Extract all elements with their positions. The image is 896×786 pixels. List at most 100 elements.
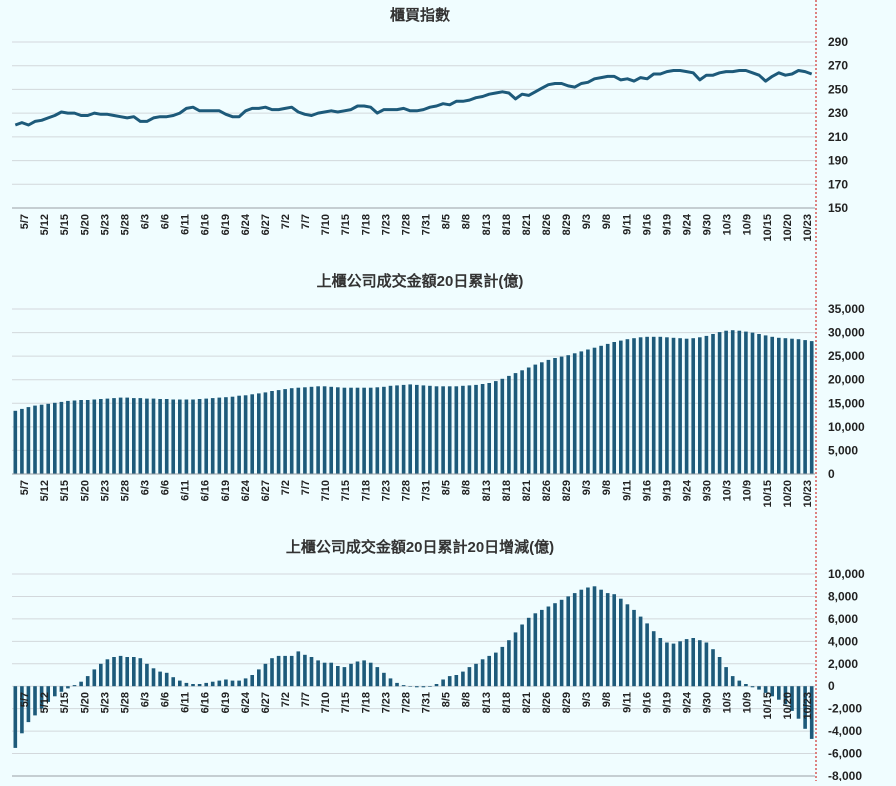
x-tick-label: 5/7 xyxy=(19,692,31,707)
chart-title: 櫃買指數 xyxy=(390,6,450,24)
bar xyxy=(224,680,228,687)
x-tick-label: 6/11 xyxy=(180,214,192,235)
bar xyxy=(369,388,373,474)
bar xyxy=(527,618,531,687)
x-tick-label: 9/19 xyxy=(661,480,673,501)
bar xyxy=(132,657,136,686)
bar xyxy=(665,337,669,474)
bar xyxy=(99,664,103,686)
y-tick-label: 10,000 xyxy=(828,567,865,581)
bar xyxy=(60,402,64,474)
bar xyxy=(323,386,327,474)
bar xyxy=(362,388,366,474)
bar xyxy=(356,388,360,474)
bar xyxy=(79,400,83,474)
x-tick-label: 5/15 xyxy=(59,480,71,501)
bar xyxy=(632,610,636,686)
bar xyxy=(329,663,333,687)
x-tick-label: 5/15 xyxy=(59,214,71,235)
bar xyxy=(527,368,531,475)
x-tick-label: 7/15 xyxy=(340,214,352,235)
bar xyxy=(250,675,254,686)
bar xyxy=(501,647,505,686)
bar xyxy=(270,391,274,474)
bar xyxy=(593,586,597,686)
bar xyxy=(106,399,110,474)
bar xyxy=(66,686,70,688)
bar xyxy=(204,683,208,686)
bar xyxy=(178,400,182,475)
x-tick-label: 5/28 xyxy=(119,692,131,713)
bar xyxy=(349,664,353,686)
x-tick-label: 5/12 xyxy=(39,480,51,501)
x-tick-label: 6/19 xyxy=(220,214,232,235)
bar xyxy=(540,610,544,686)
bar xyxy=(139,658,143,686)
bar xyxy=(645,337,649,474)
bar xyxy=(53,686,57,696)
chart-2: 上櫃公司成交金額20日累計(億)35,00030,00025,00020,000… xyxy=(12,272,865,508)
bar xyxy=(626,339,630,474)
x-tick-label: 6/16 xyxy=(200,692,212,713)
x-tick-label: 6/27 xyxy=(260,692,272,713)
bar xyxy=(343,388,347,474)
y-tick-label: 25,000 xyxy=(828,349,865,363)
bar xyxy=(303,387,307,474)
bar xyxy=(422,686,426,687)
x-tick-label: 6/11 xyxy=(180,480,192,501)
x-tick-label: 6/6 xyxy=(160,214,172,229)
x-tick-label: 7/7 xyxy=(300,214,312,229)
bar xyxy=(99,399,103,474)
bar xyxy=(698,337,702,474)
bar xyxy=(165,399,169,474)
bar xyxy=(20,409,24,474)
bar xyxy=(389,386,393,474)
x-tick-label: 6/16 xyxy=(200,214,212,235)
bar xyxy=(158,672,162,687)
bar xyxy=(79,682,83,687)
x-tick-label: 7/23 xyxy=(380,480,392,501)
bar xyxy=(435,386,439,474)
x-tick-label: 8/5 xyxy=(441,214,453,229)
y-tick-label: 2,000 xyxy=(828,657,858,671)
bar xyxy=(316,386,320,474)
x-tick-label: 6/16 xyxy=(200,480,212,501)
y-tick-label: 0 xyxy=(828,467,835,481)
bar xyxy=(402,685,406,686)
bar xyxy=(645,623,649,686)
bar xyxy=(316,660,320,686)
index-series-line xyxy=(15,71,811,126)
x-tick-label: 8/21 xyxy=(521,692,533,713)
bar xyxy=(303,655,307,686)
y-tick-label: 150 xyxy=(828,201,848,215)
bar xyxy=(751,686,755,687)
x-tick-label: 10/3 xyxy=(722,214,734,235)
bar xyxy=(744,684,748,686)
x-tick-label: 9/30 xyxy=(702,480,714,501)
bar xyxy=(573,593,577,686)
bar xyxy=(244,678,248,686)
x-tick-label: 6/27 xyxy=(260,214,272,235)
bar xyxy=(244,395,248,474)
y-tick-label: 270 xyxy=(828,59,848,73)
bar xyxy=(599,590,603,687)
bar xyxy=(264,392,268,474)
bar xyxy=(86,400,90,474)
bar xyxy=(580,351,584,474)
x-tick-label: 7/7 xyxy=(300,480,312,495)
x-tick-label: 10/3 xyxy=(722,480,734,501)
x-tick-label: 10/20 xyxy=(782,480,794,508)
bar xyxy=(408,686,412,687)
bar xyxy=(277,656,281,686)
bar xyxy=(619,599,623,687)
bar xyxy=(659,337,663,474)
bar xyxy=(152,399,156,474)
x-tick-label: 10/23 xyxy=(802,214,814,242)
bar xyxy=(770,337,774,474)
bar xyxy=(659,638,663,686)
bar xyxy=(461,386,465,474)
x-tick-label: 6/11 xyxy=(180,692,192,713)
y-tick-label: -8,000 xyxy=(828,769,862,781)
x-tick-label: 10/20 xyxy=(782,692,794,720)
bar xyxy=(810,341,814,474)
